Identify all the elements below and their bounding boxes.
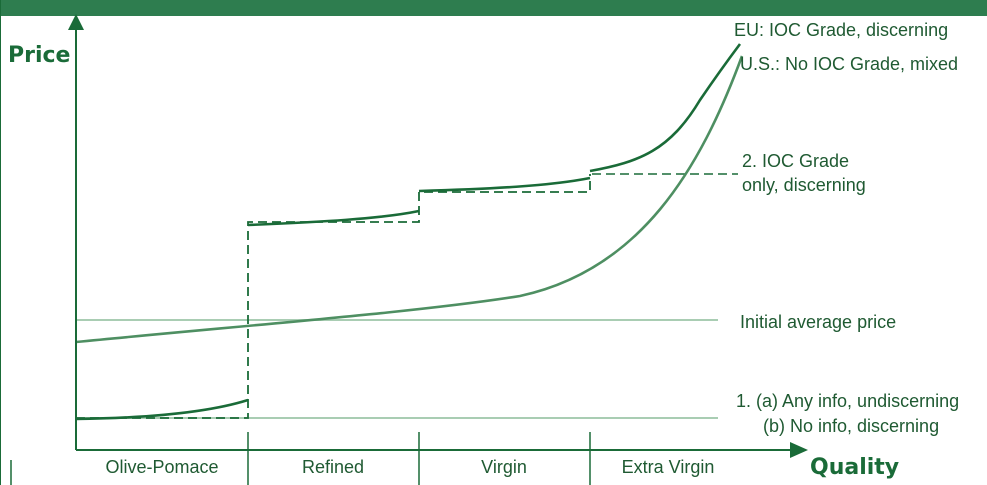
eu-curve-segment-extra-virgin [590, 44, 740, 171]
us-curve-label: U.S.: No IOC Grade, mixed [740, 54, 958, 74]
x-axis-arrow-icon [790, 442, 808, 458]
category-label-virgin: Virgin [481, 457, 527, 477]
category-label-refined: Refined [302, 457, 364, 477]
ioc-grade-label-line1: 2. IOC Grade [742, 151, 849, 171]
y-axis-arrow-icon [68, 14, 84, 30]
any-info-label-line1: 1. (a) Any info, undiscerning [736, 391, 959, 411]
any-info-label-line2: (b) No info, discerning [763, 416, 939, 436]
category-label-extra-virgin: Extra Virgin [622, 457, 715, 477]
eu-curve-label: EU: IOC Grade, discerning [734, 20, 948, 40]
y-axis-title: Price [8, 43, 70, 68]
eu-curve-segment-virgin [419, 178, 590, 191]
initial-average-price-label: Initial average price [740, 312, 896, 332]
x-axis-title: Quality [810, 455, 899, 480]
top-banner [0, 0, 987, 16]
ioc-grade-label-line2: only, discerning [742, 175, 866, 195]
us-mixed-curve [76, 56, 742, 342]
category-label-olive-pomace: Olive-Pomace [105, 457, 218, 477]
eu-curve-segment-pomace [76, 400, 248, 419]
